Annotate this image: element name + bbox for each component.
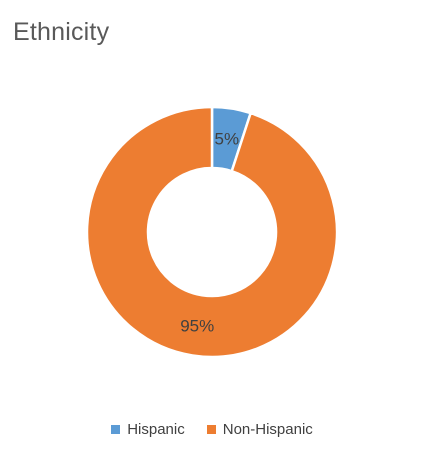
- legend-item-hispanic: Hispanic: [111, 421, 185, 438]
- legend-label-hispanic: Hispanic: [127, 421, 185, 438]
- legend-label-non-hispanic: Non-Hispanic: [222, 421, 313, 438]
- data-label-hispanic: 5%: [214, 130, 239, 149]
- legend-swatch-hispanic: [111, 425, 121, 434]
- legend: Hispanic Non-Hispanic: [0, 421, 424, 438]
- chart-title: Ethnicity: [13, 18, 110, 46]
- legend-swatch-non-hispanic: [206, 425, 216, 434]
- legend-item-non-hispanic: Non-Hispanic: [206, 421, 313, 438]
- data-label-non-hispanic: 95%: [180, 316, 214, 335]
- donut-slice-non-hispanic: [85, 105, 339, 359]
